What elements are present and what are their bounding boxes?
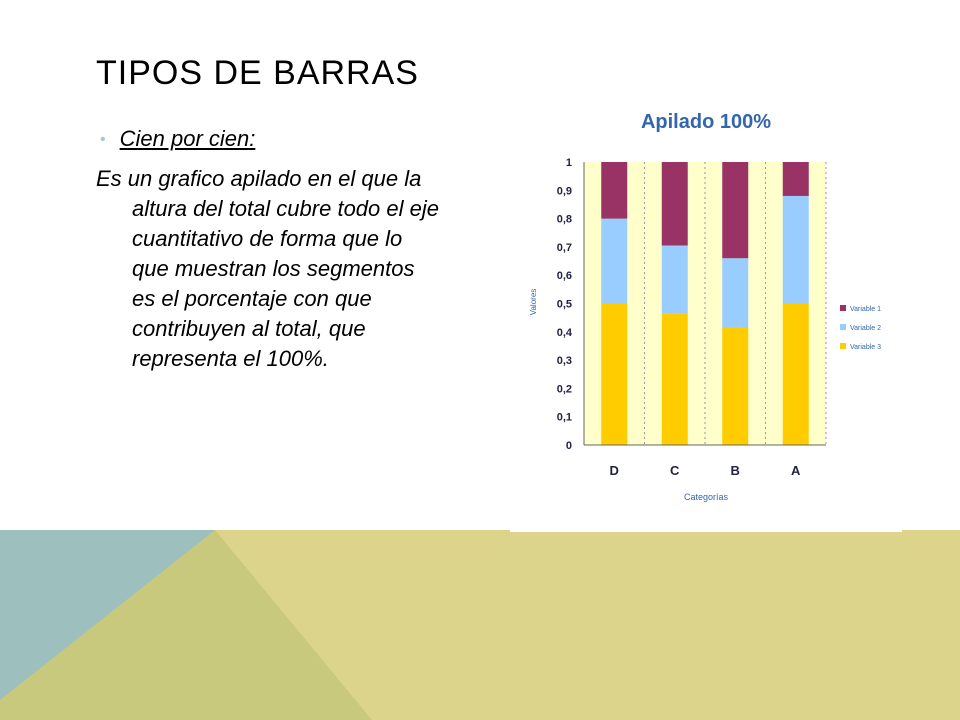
- y-tick-label: 0,3: [557, 355, 572, 367]
- bar-segment: [722, 162, 749, 259]
- y-tick-label: 0,9: [557, 185, 572, 197]
- legend-swatch: [840, 324, 846, 330]
- deco-olive-shape: [0, 530, 372, 720]
- x-tick-label: C: [670, 463, 680, 478]
- bar-segment: [661, 245, 688, 314]
- bar-segment: [782, 162, 809, 196]
- bar-segment: [782, 195, 809, 304]
- y-tick-label: 0,2: [557, 383, 572, 395]
- bar-segment: [601, 218, 628, 304]
- bar-segment: [661, 162, 688, 246]
- y-tick-label: 0: [566, 440, 572, 452]
- y-tick-label: 0,8: [557, 214, 572, 226]
- legend-swatch: [840, 305, 846, 311]
- y-tick-label: 0,1: [557, 412, 572, 424]
- x-tick-label: B: [731, 463, 740, 478]
- y-tick-label: 0,4: [557, 327, 573, 339]
- chart-ylabel: Valores: [529, 289, 538, 316]
- bullet-dot-icon: •: [100, 131, 106, 148]
- slide-title: TIPOS DE BARRAS: [96, 54, 419, 92]
- legend-label: Variable 3: [850, 344, 881, 351]
- deco-teal-shape: [0, 530, 215, 700]
- bar-segment: [601, 303, 628, 445]
- bar-segment: [722, 327, 749, 445]
- legend-label: Variable 2: [850, 325, 881, 332]
- chart-xlabel: Categorías: [684, 492, 729, 502]
- chart-container: Apilado 100% D C B A 0 0,1 0,2 0,3 0,4 0,5 0,6 0,7 0…: [510, 92, 902, 532]
- bar-segment: [601, 162, 628, 219]
- y-tick-label: 0,5: [557, 299, 572, 311]
- y-tick-label: 0,7: [557, 242, 572, 254]
- bullet-text: Cien por cien:: [119, 126, 256, 151]
- y-tick-label: 1: [566, 157, 572, 169]
- bar-segment: [661, 313, 688, 445]
- legend-label: Variable 1: [850, 306, 881, 313]
- x-tick-label: D: [610, 463, 619, 478]
- y-tick-label: 0,6: [557, 270, 572, 282]
- legend-swatch: [840, 343, 846, 349]
- stacked-bar-chart: Apilado 100% D C B A 0 0,1 0,2 0,3 0,4 0,5 0,6 0,7 0…: [529, 111, 881, 502]
- bar-segment: [782, 303, 809, 445]
- chart-title: Apilado 100%: [641, 111, 771, 133]
- bullet-item: • Cien por cien:: [100, 126, 255, 152]
- x-tick-label: A: [791, 463, 801, 478]
- bar-segment: [722, 258, 749, 328]
- body-paragraph: Es un grafico apilado en el que la altur…: [96, 166, 439, 371]
